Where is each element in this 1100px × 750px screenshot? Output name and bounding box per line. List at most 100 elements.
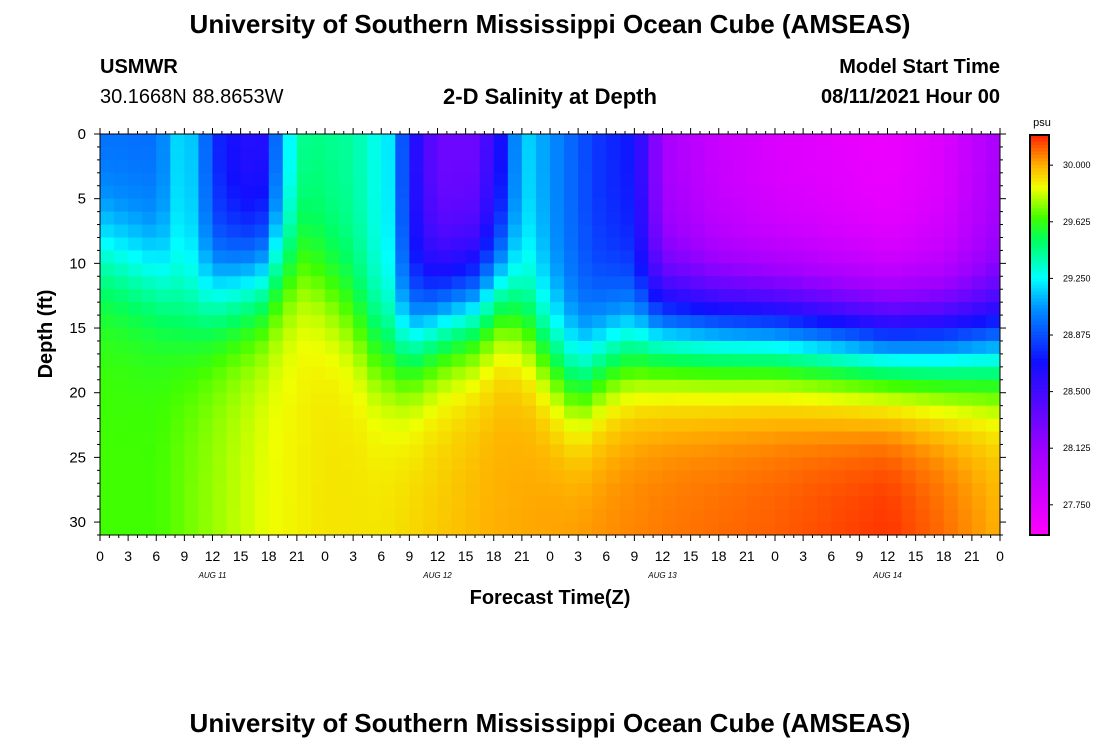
heatmap-cell bbox=[437, 185, 453, 200]
heatmap-cell bbox=[985, 328, 1000, 342]
heatmap-cell bbox=[437, 159, 453, 174]
heatmap-cell bbox=[521, 198, 537, 213]
heatmap-cell bbox=[296, 198, 312, 213]
colorbar-segment bbox=[1030, 331, 1049, 336]
heatmap-cell bbox=[100, 340, 115, 355]
heatmap-cell bbox=[437, 509, 453, 523]
heatmap-cell bbox=[985, 224, 1000, 239]
heatmap-cell bbox=[451, 211, 467, 226]
heatmap-cell bbox=[550, 250, 565, 264]
heatmap-cell bbox=[142, 198, 157, 213]
heatmap-cell bbox=[142, 509, 157, 523]
heatmap-cell bbox=[873, 198, 889, 213]
heatmap-cell bbox=[226, 340, 242, 355]
heatmap-cell bbox=[451, 470, 467, 484]
heatmap-cell bbox=[240, 483, 256, 497]
heatmap-cell bbox=[662, 224, 678, 239]
heatmap-cell bbox=[760, 418, 776, 433]
heatmap-cell bbox=[339, 250, 354, 264]
heatmap-cell bbox=[929, 328, 945, 342]
heatmap-cell bbox=[325, 496, 340, 510]
heatmap-cell bbox=[156, 146, 171, 161]
heatmap-cell bbox=[690, 392, 706, 407]
heatmap-cell bbox=[254, 289, 270, 303]
x-tick-label: 18 bbox=[936, 548, 952, 564]
x-day-label: AUG 14 bbox=[872, 571, 902, 580]
heatmap-cell bbox=[268, 444, 284, 458]
heatmap-cell bbox=[521, 159, 537, 174]
heatmap-cell bbox=[634, 470, 650, 484]
heatmap-cell bbox=[718, 496, 734, 510]
heatmap-cell bbox=[339, 457, 354, 471]
heatmap-cell bbox=[296, 159, 312, 174]
heatmap-cell bbox=[268, 328, 284, 342]
heatmap-cell bbox=[142, 392, 157, 407]
colorbar-segment bbox=[1030, 148, 1049, 153]
heatmap-cell bbox=[142, 211, 157, 226]
heatmap-cell bbox=[845, 172, 860, 187]
heatmap-cell bbox=[198, 159, 214, 174]
y-tick-label: 25 bbox=[69, 449, 86, 466]
heatmap-cell bbox=[465, 444, 481, 458]
heatmap-cell bbox=[873, 250, 889, 264]
heatmap-cell bbox=[746, 418, 762, 433]
heatmap-cell bbox=[929, 405, 945, 420]
heatmap-cell bbox=[929, 470, 945, 484]
heatmap-cell bbox=[268, 457, 284, 471]
x-tick-label: 18 bbox=[711, 548, 727, 564]
heatmap-cell bbox=[353, 509, 368, 523]
colorbar-segment bbox=[1030, 175, 1049, 179]
heatmap-cell bbox=[789, 392, 804, 407]
heatmap-cell bbox=[114, 185, 129, 200]
heatmap-cell bbox=[451, 185, 467, 200]
colorbar-unit: psu bbox=[1033, 117, 1051, 129]
heatmap-cell bbox=[634, 366, 650, 381]
heatmap-cell bbox=[254, 392, 270, 407]
heatmap-cell bbox=[803, 405, 818, 420]
heatmap-cell bbox=[507, 224, 523, 239]
heatmap-cell bbox=[507, 340, 523, 355]
heatmap-cell bbox=[845, 379, 860, 394]
heatmap-cell bbox=[971, 315, 987, 329]
heatmap-cell bbox=[845, 185, 860, 200]
heatmap-cell bbox=[212, 353, 228, 368]
heatmap-cell bbox=[114, 250, 129, 264]
heatmap-cell bbox=[310, 457, 326, 471]
heatmap-cell bbox=[662, 379, 678, 394]
heatmap-cell bbox=[648, 250, 664, 264]
heatmap-cell bbox=[676, 185, 692, 200]
colorbar-segment bbox=[1030, 468, 1049, 473]
heatmap-cell bbox=[887, 418, 903, 433]
heatmap-cell bbox=[760, 198, 776, 213]
heatmap-cell bbox=[901, 457, 917, 471]
heatmap-cell bbox=[437, 146, 453, 161]
heatmap-cell bbox=[437, 289, 453, 303]
heatmap-cell bbox=[620, 392, 635, 407]
heatmap-cell bbox=[100, 289, 115, 303]
heatmap-cell bbox=[395, 134, 410, 148]
heatmap-cell bbox=[282, 340, 298, 355]
colorbar-segment bbox=[1030, 388, 1049, 393]
heatmap-cell bbox=[381, 302, 396, 316]
heatmap-cell bbox=[100, 392, 115, 407]
heatmap-cell bbox=[732, 276, 748, 290]
heatmap-cell bbox=[423, 237, 439, 252]
heatmap-cell bbox=[170, 431, 185, 446]
heatmap-cell bbox=[325, 172, 340, 187]
heatmap-cell bbox=[789, 263, 804, 277]
colorbar-segment bbox=[1030, 358, 1049, 363]
heatmap-cell bbox=[521, 302, 537, 316]
heatmap-cell bbox=[564, 496, 579, 510]
heatmap-cell bbox=[507, 379, 523, 394]
x-tick-label: 15 bbox=[908, 548, 924, 564]
heatmap-cell bbox=[100, 496, 115, 510]
heatmap-cell bbox=[184, 172, 200, 187]
colorbar-tick-label: 27.750 bbox=[1063, 500, 1091, 510]
heatmap-cell bbox=[114, 289, 129, 303]
x-tick-label: 3 bbox=[124, 548, 132, 564]
heatmap-cell bbox=[100, 224, 115, 239]
heatmap-cell bbox=[760, 185, 776, 200]
heatmap-cell bbox=[985, 315, 1000, 329]
heatmap-cell bbox=[915, 366, 931, 381]
heatmap-cell bbox=[142, 250, 157, 264]
